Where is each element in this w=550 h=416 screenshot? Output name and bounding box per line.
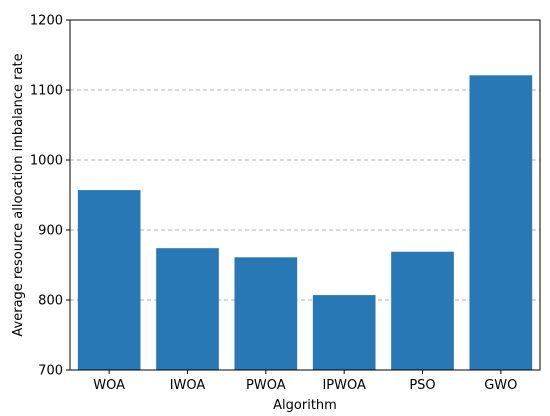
x-tick-label: IWOA [170, 378, 206, 393]
grid-lines [70, 89, 540, 301]
y-tick-label: 1000 [30, 154, 63, 169]
bar-gwo [469, 75, 533, 371]
y-tick-label: 1100 [30, 84, 63, 99]
x-axis-title: Algorithm [273, 398, 337, 413]
bar-pwoa [234, 257, 298, 370]
x-tick-label: GWO [484, 378, 517, 393]
y-axis-title: Average resource allocation imbalance ra… [11, 53, 26, 336]
x-tick-label: PWOA [246, 378, 286, 393]
y-tick-label: 1200 [30, 14, 63, 29]
y-tick-label: 900 [38, 224, 63, 239]
x-tick-label: IPWOA [322, 378, 366, 393]
y-tick-label: 700 [38, 364, 63, 379]
x-tick-label: PSO [409, 378, 435, 393]
x-tick-label: WOA [93, 378, 125, 393]
bar-woa [77, 190, 141, 370]
y-axis: 700 800 900 1000 1100 1200 [30, 14, 70, 379]
y-tick-label: 800 [38, 294, 63, 309]
x-axis: WOA IWOA PWOA IPWOA PSO GWO [93, 370, 517, 393]
plot-frame [69, 19, 541, 371]
bar-iwoa [156, 248, 219, 370]
bar-ipwoa [312, 295, 376, 370]
bars [77, 75, 533, 371]
bar-pso [391, 251, 454, 370]
